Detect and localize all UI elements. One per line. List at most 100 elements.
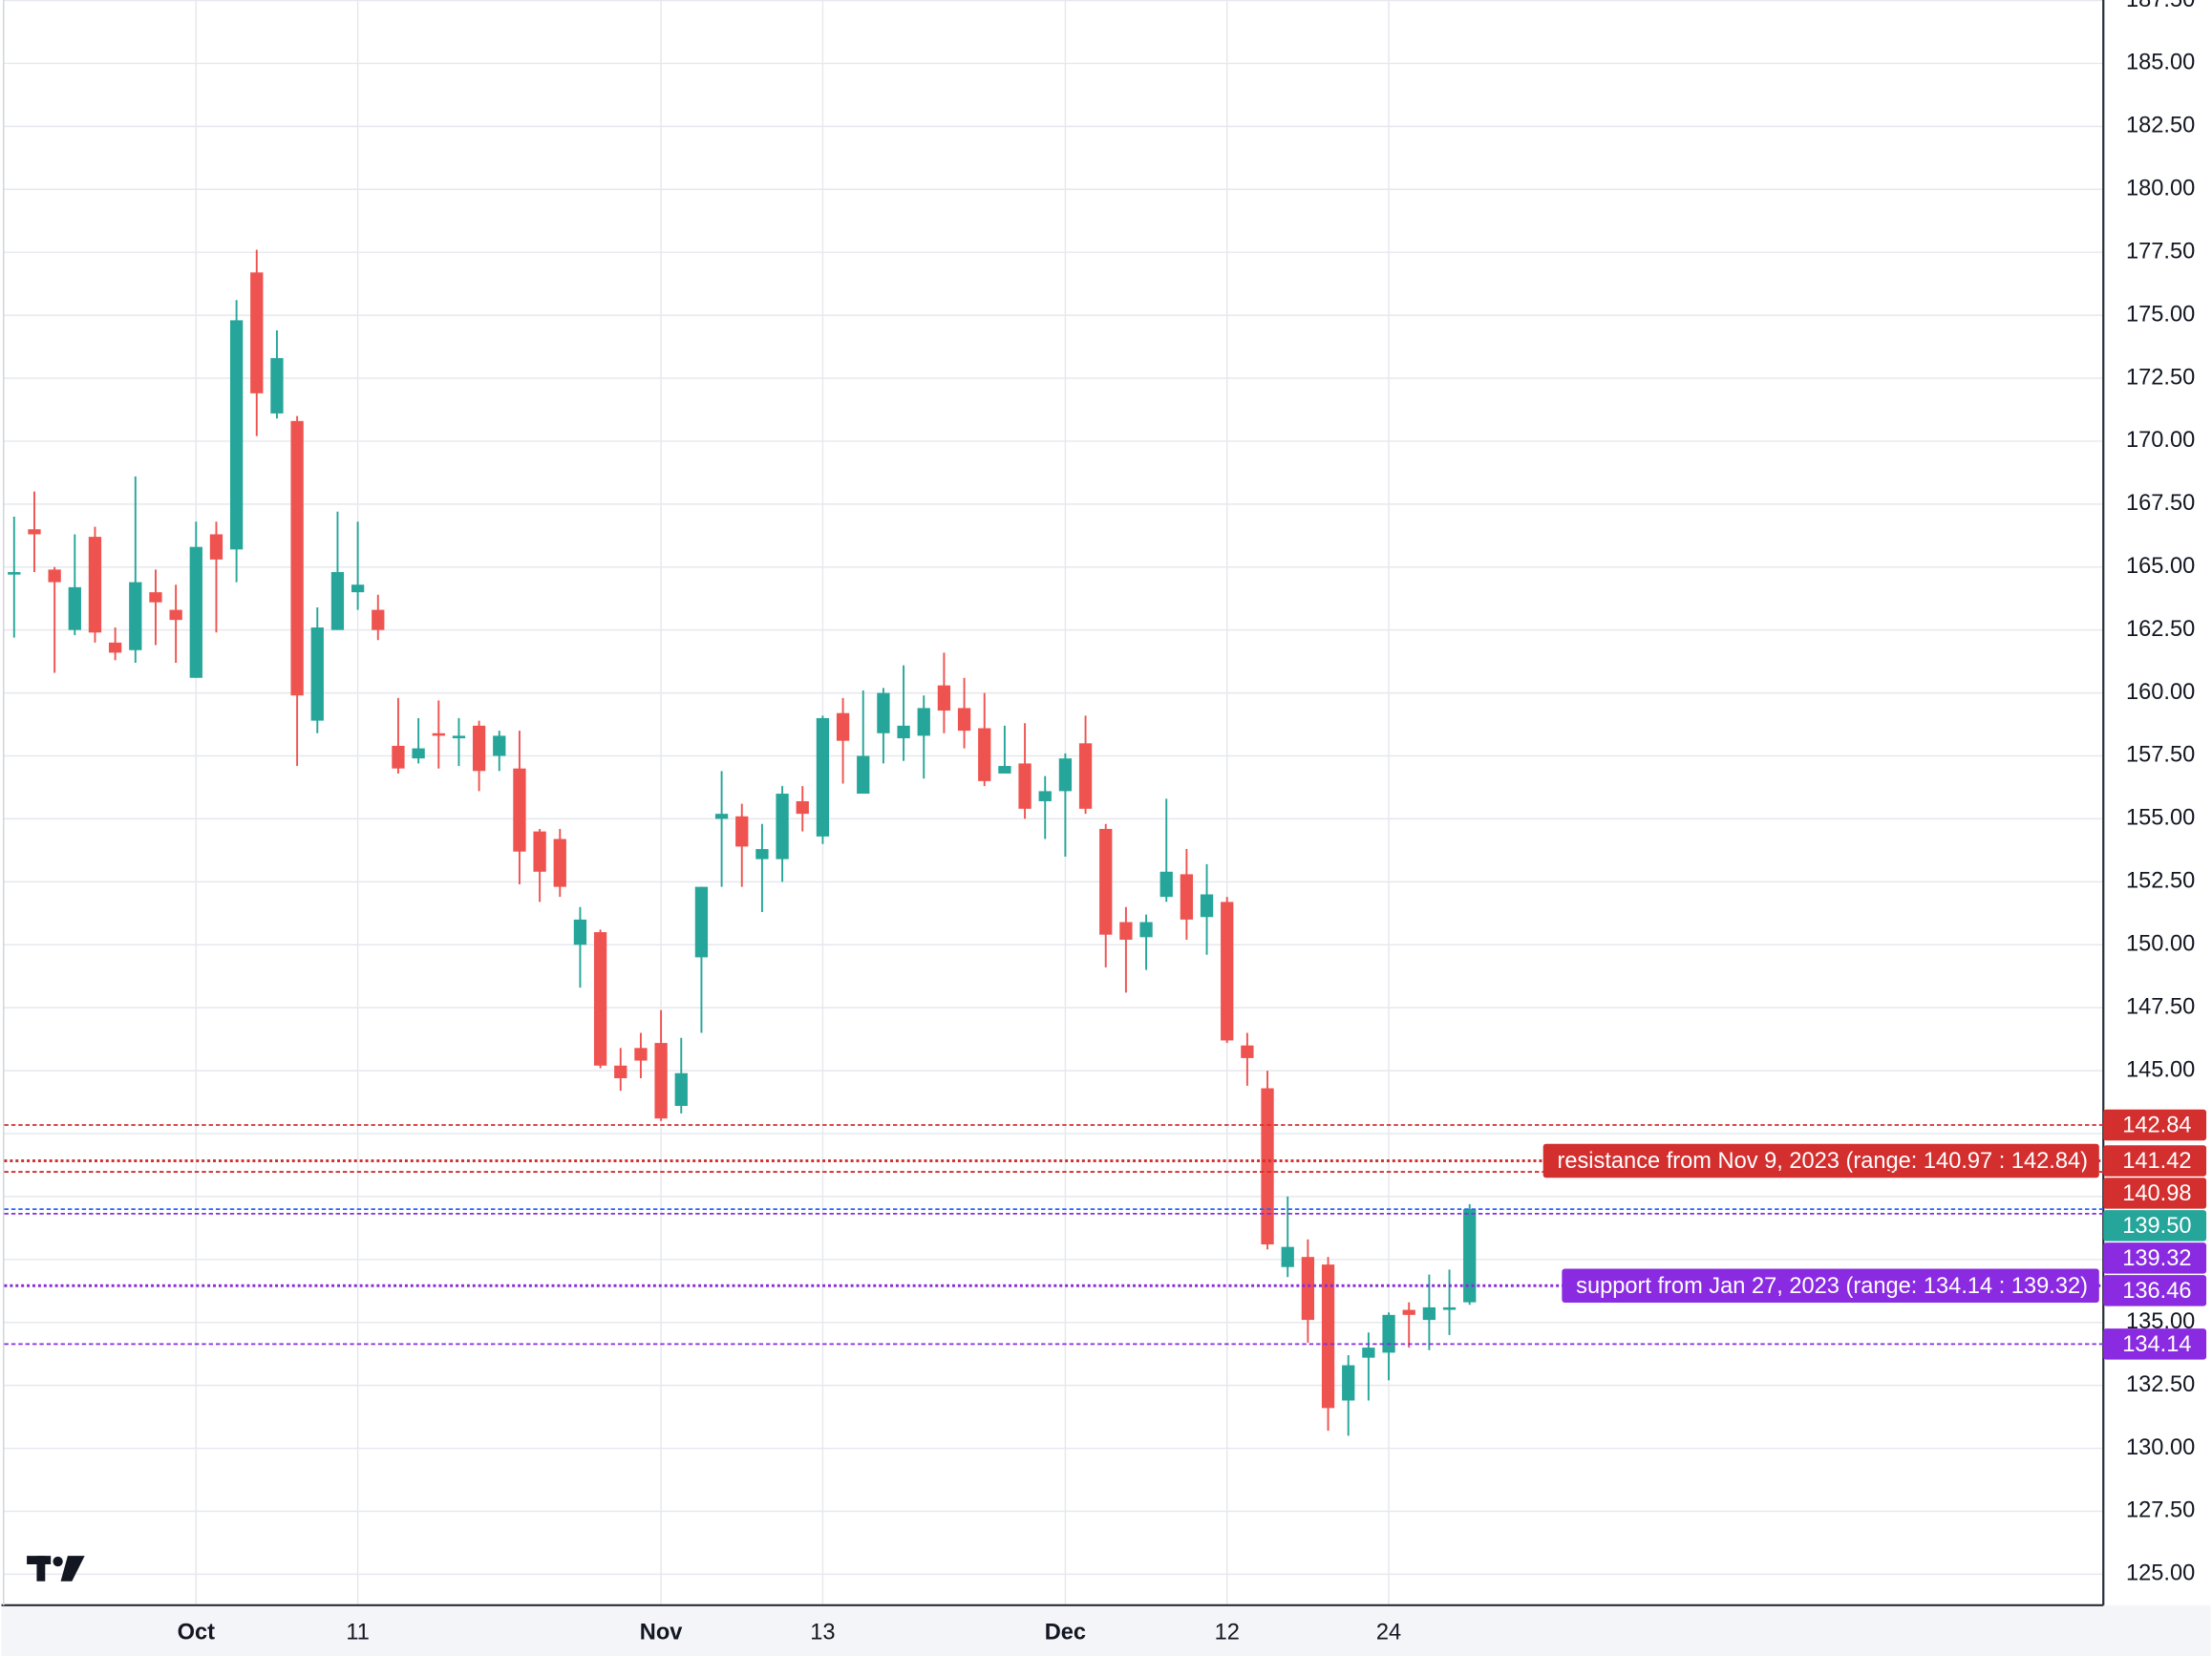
candle-body <box>735 816 749 847</box>
candle-body <box>998 766 1011 774</box>
candle-body <box>553 839 566 887</box>
candle-body <box>372 609 385 630</box>
y-tick-label: 172.50 <box>2126 365 2195 390</box>
y-tick-label: 185.00 <box>2126 51 2195 75</box>
y-tick-label: 147.50 <box>2126 994 2195 1019</box>
x-tick-label: 11 <box>346 1621 370 1645</box>
candle-body <box>1159 871 1173 898</box>
candle-body <box>1180 874 1194 920</box>
candle-body <box>957 708 971 732</box>
x-tick-label: 24 <box>1376 1621 1401 1645</box>
x-tick-label: 12 <box>1215 1621 1240 1645</box>
x-tick-label: Oct <box>178 1621 216 1645</box>
x-tick-label: 13 <box>810 1621 835 1645</box>
candle-body <box>48 569 61 583</box>
y-tick-label: 150.00 <box>2126 931 2195 956</box>
level-badge <box>2103 1328 2207 1360</box>
y-tick-label: 125.00 <box>2126 1561 2195 1586</box>
candle-body <box>836 712 850 741</box>
candle-body <box>1221 902 1234 1041</box>
level-badge-label: 140.98 <box>2122 1181 2191 1206</box>
candle-body <box>452 735 466 739</box>
candle-body <box>88 537 102 633</box>
level-annotation-box <box>1542 1143 2099 1178</box>
candle-body <box>1442 1306 1457 1310</box>
candle-body <box>816 717 830 837</box>
level-badge <box>2103 1145 2207 1177</box>
candle-body <box>634 1048 648 1061</box>
candle-body <box>68 586 81 630</box>
level-badge <box>2103 1210 2207 1242</box>
candle-body <box>149 592 162 603</box>
y-tick-label: 162.50 <box>2126 617 2195 642</box>
candle-body <box>897 725 910 739</box>
candle-body <box>1342 1365 1355 1401</box>
y-tick-label: 182.50 <box>2126 114 2195 138</box>
y-tick-label: 187.50 <box>2126 0 2195 12</box>
x-tick-label: Dec <box>1045 1621 1086 1645</box>
y-tick-label: 157.50 <box>2126 743 2195 768</box>
y-tick-label: 132.50 <box>2126 1372 2195 1397</box>
candle-body <box>776 794 789 860</box>
y-tick-label: 127.50 <box>2126 1498 2195 1523</box>
x-axis-strip <box>1 1604 2211 1656</box>
candle-body <box>493 735 506 756</box>
candle-body <box>189 546 202 678</box>
y-tick-label: 175.00 <box>2126 302 2195 327</box>
candle-body <box>877 692 890 733</box>
candle-body <box>129 582 142 650</box>
candle-body <box>513 768 526 852</box>
candle-body <box>169 609 182 621</box>
candle-body <box>28 529 41 535</box>
level-badge-label: 136.46 <box>2122 1279 2191 1304</box>
level-badge-label: 142.84 <box>2122 1114 2191 1138</box>
candle-body <box>674 1072 688 1106</box>
level-badge <box>2103 1275 2207 1306</box>
candle-body <box>1241 1045 1254 1058</box>
candle-body <box>755 849 769 860</box>
level-badge-label: 141.42 <box>2122 1149 2191 1174</box>
candle-body <box>1099 828 1113 935</box>
y-tick-label: 180.00 <box>2126 177 2195 202</box>
level-annotation-box <box>1562 1268 2099 1303</box>
candle-body <box>978 728 991 781</box>
candle-body <box>614 1065 627 1078</box>
candle-body <box>1321 1264 1335 1409</box>
level-badge-label: 139.32 <box>2122 1246 2191 1271</box>
candle-body <box>1422 1306 1436 1321</box>
candle-body <box>1200 894 1214 918</box>
candle-body <box>108 642 122 653</box>
candle-body <box>351 584 365 593</box>
y-tick-label: 165.00 <box>2126 554 2195 579</box>
level-badge-label: 134.14 <box>2122 1332 2191 1357</box>
candle-body <box>432 732 445 736</box>
y-tick-label: 130.00 <box>2126 1435 2195 1460</box>
y-tick-label: 170.00 <box>2126 428 2195 453</box>
level-badge <box>2103 1109 2207 1141</box>
logo <box>27 1556 85 1582</box>
candle-body <box>593 932 607 1066</box>
candle-body <box>1078 743 1093 809</box>
candle-body <box>310 627 324 721</box>
y-tick-label: 177.50 <box>2126 239 2195 264</box>
candle-body <box>1402 1309 1415 1315</box>
candle-body <box>209 534 223 560</box>
x-tick-label: Nov <box>640 1621 683 1645</box>
level-badge <box>2103 1178 2207 1209</box>
candle-body <box>1119 922 1133 940</box>
y-tick-label: 155.00 <box>2126 806 2195 831</box>
candle-body <box>857 755 870 795</box>
level-badge <box>2103 1242 2207 1274</box>
candle-body <box>472 725 486 772</box>
level-annotation: resistance from Nov 9, 2023 (range: 140.… <box>1557 1149 2088 1174</box>
candle-body <box>8 572 21 575</box>
candle-body <box>1281 1246 1294 1267</box>
candle-body <box>1139 922 1153 938</box>
level-annotation: support from Jan 27, 2023 (range: 134.14… <box>1576 1274 2088 1299</box>
candle-body <box>694 886 709 958</box>
y-tick-label: 152.50 <box>2126 869 2195 894</box>
candle-body <box>1301 1257 1315 1321</box>
candle-body <box>1382 1314 1395 1353</box>
candle-body <box>1463 1209 1477 1303</box>
